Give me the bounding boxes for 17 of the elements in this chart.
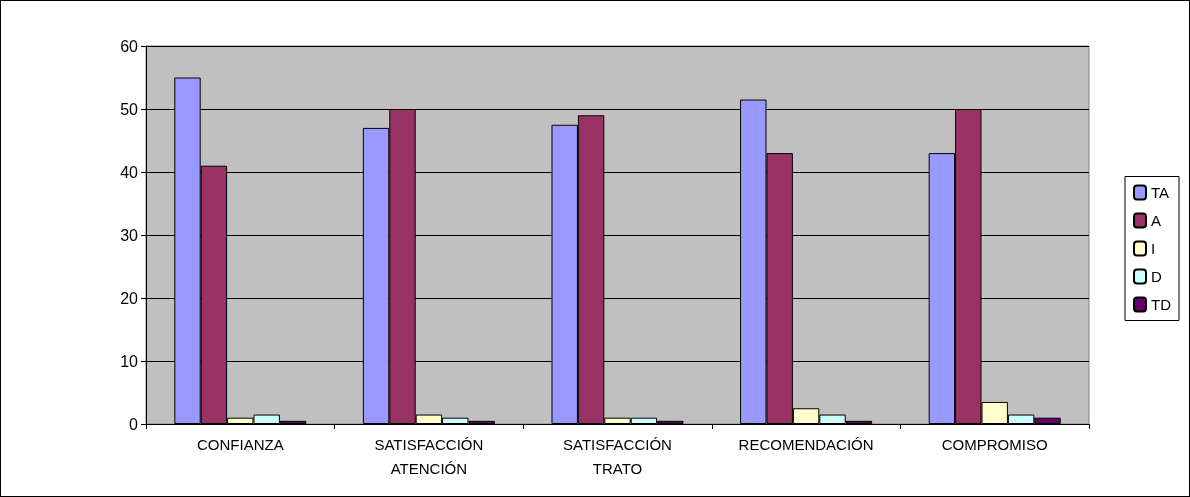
legend-label: D [1151, 268, 1162, 285]
x-tick-label: SATISFACCIÓN TRATO [563, 435, 672, 477]
y-tick-label: 10 [120, 352, 139, 370]
legend-label: A [1151, 212, 1162, 229]
y-tick-label: 50 [120, 100, 139, 118]
x-tick-label: COMPROMISO [941, 435, 1048, 453]
legend-label: TA [1151, 184, 1170, 201]
x-tick-label: SATISFACCIÓN ATENCIÓN [374, 435, 484, 477]
x-tick-label: RECOMENDACIÓN [738, 435, 874, 453]
y-tick-label: 0 [129, 415, 139, 433]
y-tick-label: 30 [120, 226, 139, 244]
x-tick-label: CONFIANZA [196, 435, 284, 453]
y-tick-label: 60 [120, 37, 139, 55]
legend-label: TD [1151, 296, 1172, 313]
legend-label: I [1151, 240, 1156, 257]
y-tick-label: 20 [120, 289, 139, 307]
y-tick-label: 40 [120, 163, 139, 181]
